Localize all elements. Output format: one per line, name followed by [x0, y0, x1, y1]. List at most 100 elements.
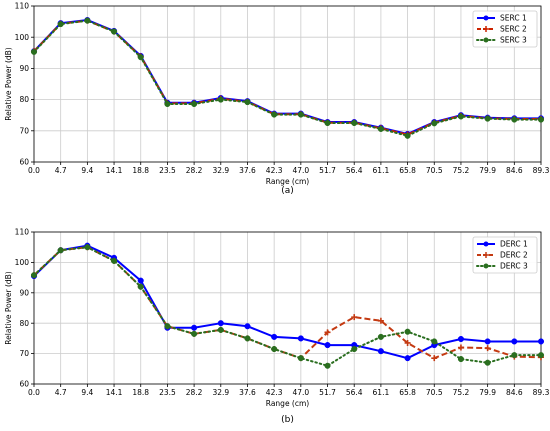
data-point: [511, 338, 518, 345]
data-point: [244, 323, 251, 330]
x-tick-label: 79.9: [479, 166, 496, 175]
x-tick-label: 42.3: [266, 388, 283, 397]
y-tick-label: 70: [19, 349, 29, 358]
data-point: [351, 119, 358, 127]
data-point: [484, 359, 491, 366]
legend-box: [472, 236, 538, 274]
x-tick-label: 14.1: [106, 388, 123, 397]
data-point: [297, 111, 304, 118]
data-point: [244, 99, 251, 106]
x-tick-label: 9.4: [81, 166, 93, 175]
y-axis-label: Relative Power (dB): [4, 271, 13, 345]
plot-frame: [33, 231, 542, 385]
legend: SERC 1 SERC 2 SERC 3: [472, 10, 538, 48]
data-point: [537, 338, 545, 345]
x-tick-label: 18.8: [132, 388, 149, 397]
legend-marker: [483, 263, 489, 269]
data-point: [351, 345, 358, 353]
legend-marker: [483, 26, 489, 32]
data-point: [217, 96, 224, 103]
series-derc-2: [31, 244, 544, 362]
x-tick-label: 56.4: [346, 388, 363, 397]
data-point: [84, 17, 91, 24]
y-tick-label: 110: [15, 2, 30, 11]
y-tick-label: 90: [19, 288, 29, 297]
x-tick-label: 32.9: [212, 388, 229, 397]
data-point: [111, 257, 118, 264]
data-point: [324, 362, 331, 369]
y-tick-label: 70: [19, 126, 29, 135]
data-point: [191, 100, 198, 108]
x-tick-label: 89.3: [533, 388, 550, 397]
figure-caption: (b): [281, 415, 294, 425]
y-tick-label: 60: [19, 158, 29, 167]
legend-label: DERC 1: [500, 240, 528, 249]
data-point: [457, 344, 464, 351]
x-tick-label: 32.9: [212, 166, 229, 175]
x-tick-label: 51.7: [319, 388, 336, 397]
x-tick-label: 23.5: [159, 166, 176, 175]
data-point: [111, 28, 118, 35]
legend-label: SERC 3: [500, 36, 527, 45]
data-point: [137, 283, 144, 290]
x-tick-label: 47.0: [292, 166, 309, 175]
data-point: [484, 345, 491, 352]
data-point: [431, 355, 438, 362]
y-tick-label: 100: [15, 258, 30, 267]
x-tick-label: 79.9: [479, 388, 496, 397]
x-tick-label: 56.4: [346, 166, 363, 175]
legend-label: DERC 2: [500, 251, 528, 260]
data-point: [191, 330, 198, 337]
x-tick-label: 75.2: [453, 166, 470, 175]
data-point: [164, 100, 171, 108]
legend-marker: [483, 15, 489, 21]
x-axis-label: Range (cm): [266, 177, 310, 186]
legend-label: SERC 1: [500, 14, 527, 23]
series-derc-3: [30, 244, 545, 369]
x-tick-label: 65.8: [399, 166, 416, 175]
legend-box: [472, 10, 538, 48]
data-point: [324, 119, 331, 127]
data-point: [457, 335, 464, 343]
x-tick-label: 4.7: [55, 166, 67, 175]
series-derc-1: [30, 242, 545, 362]
data-point: [484, 115, 491, 122]
data-point: [404, 339, 411, 346]
x-tick-label: 75.2: [453, 388, 470, 397]
x-tick-label: 4.7: [55, 388, 67, 397]
data-point: [244, 335, 251, 342]
data-point: [137, 277, 144, 284]
x-tick-label: 37.6: [239, 388, 256, 397]
x-tick-label: 28.2: [186, 388, 203, 397]
data-point: [30, 272, 38, 279]
x-tick-label: 0.0: [28, 388, 40, 397]
data-point: [404, 328, 411, 335]
y-tick-label: 110: [15, 228, 30, 237]
data-point: [351, 314, 358, 321]
x-tick-label: 89.3: [533, 166, 550, 175]
y-tick-label: 80: [19, 319, 29, 328]
chart-panel-a: 0.0 4.7 9.4 14.1 18.8 23.5 28.2 32.9 37.6 42.3 47.…: [4, 2, 550, 196]
legend-marker: [483, 37, 489, 43]
legend-label: SERC 2: [500, 25, 527, 34]
x-tick-label: 84.6: [506, 388, 523, 397]
x-tick-label: 28.2: [186, 166, 203, 175]
data-point: [57, 247, 64, 254]
x-tick-label: 23.5: [159, 388, 176, 397]
x-tick-label: 61.1: [373, 388, 390, 397]
data-point: [377, 348, 384, 355]
data-point: [324, 342, 331, 349]
data-point: [217, 320, 224, 327]
plot-frame: [33, 5, 542, 163]
data-point: [431, 338, 438, 345]
data-point: [377, 125, 384, 132]
data-point: [30, 48, 38, 55]
legend-marker: [483, 241, 489, 247]
data-point: [377, 333, 384, 340]
data-point: [271, 345, 278, 353]
legend-marker: [483, 252, 489, 258]
data-point: [297, 355, 304, 362]
data-point: [191, 324, 198, 331]
legend-label: DERC 3: [500, 262, 528, 271]
